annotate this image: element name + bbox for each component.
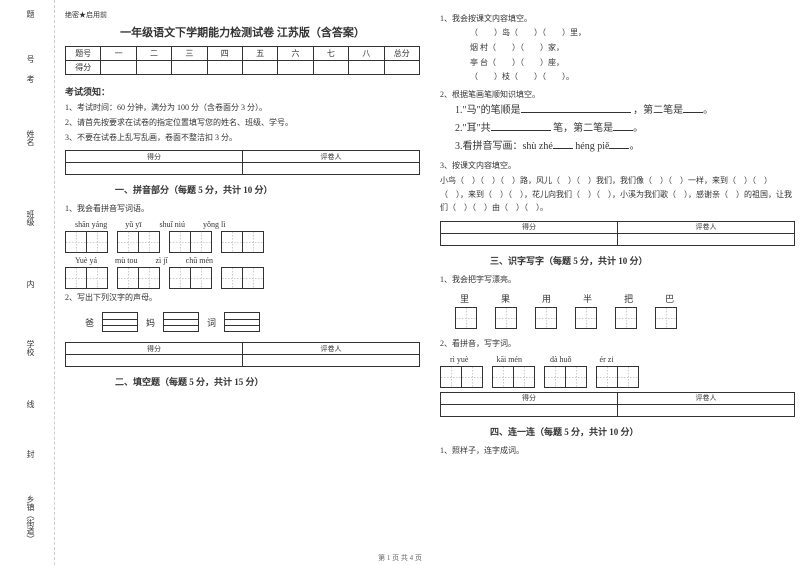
page-content: 绝密★启用前 一年级语文下学期能力检测试卷 江苏版（含答案） 题号 一 二 三 … bbox=[65, 10, 795, 550]
shengmu-row: 爸 妈 词 bbox=[85, 312, 420, 332]
fill-line: 亭 台（ ）（ ）座， bbox=[470, 57, 795, 70]
mini-score-table: 得分评卷人 bbox=[65, 150, 420, 175]
fill-line: （ ）枝（ ）（ ）。 bbox=[470, 71, 795, 84]
char-header-row: 里 果 用 半 把 巴 bbox=[460, 292, 795, 305]
bind-label: 学校 bbox=[25, 340, 36, 356]
bind-label: 线 bbox=[25, 400, 36, 408]
score-header: 六 bbox=[278, 47, 313, 61]
bind-label: 封 bbox=[25, 450, 36, 458]
mini-score-table: 得分评卷人 bbox=[440, 392, 795, 417]
section-1-title: 一、拼音部分（每题 5 分，共计 10 分） bbox=[115, 183, 420, 196]
tian-grid-row bbox=[440, 366, 795, 388]
question: 2、看拼音，写字词。 bbox=[440, 338, 795, 349]
score-header: 五 bbox=[242, 47, 277, 61]
fill-line: 烟 村（ ）（ ）家， bbox=[470, 42, 795, 55]
question: 2、根据笔画笔顺知识填空。 bbox=[440, 89, 795, 100]
seal-text: 绝密★启用前 bbox=[65, 10, 420, 20]
section-3-title: 三、识字写字（每题 5 分，共计 10 分） bbox=[490, 254, 795, 267]
question: 3、按课文内容填空。 bbox=[440, 160, 795, 171]
score-header: 八 bbox=[349, 47, 384, 61]
line-box[interactable] bbox=[163, 312, 199, 332]
bind-label: 内 bbox=[25, 280, 36, 288]
bind-label: 班级 bbox=[25, 210, 36, 226]
pinyin-row: Yuè yá mù tou zì jǐ chū mén bbox=[75, 256, 420, 265]
score-header: 题号 bbox=[66, 47, 101, 61]
score-header: 四 bbox=[207, 47, 242, 61]
score-table: 题号 一 二 三 四 五 六 七 八 总分 得分 bbox=[65, 46, 420, 75]
bind-label: 号 bbox=[25, 55, 36, 63]
instruction: 1、考试时间：60 分钟，满分为 100 分（含卷面分 3 分）。 bbox=[65, 102, 420, 115]
stroke-q: 3.看拼音写画：shù zhé héng piě。 bbox=[455, 139, 795, 155]
exam-notice-heading: 考试须知： bbox=[65, 85, 420, 98]
fill-line: （ ）岛（ ）（ ）里， bbox=[470, 27, 795, 40]
tian-grid-row bbox=[65, 231, 420, 253]
question: 1、照样子，连字成词。 bbox=[440, 445, 795, 456]
score-header: 七 bbox=[313, 47, 348, 61]
section-2-title: 二、填空题（每题 5 分，共计 15 分） bbox=[115, 375, 420, 388]
score-header: 二 bbox=[136, 47, 171, 61]
page-footer: 第 1 页 共 4 页 bbox=[0, 553, 800, 563]
mini-score-table: 得分评卷人 bbox=[65, 342, 420, 367]
pinyin-row: rì yuè kāi mén dà huǒ ér zi bbox=[450, 355, 795, 364]
binding-margin: 题 号 考 姓名 班级 内 学校 线 封 乡镇（街道） bbox=[0, 0, 55, 565]
instruction: 2、请首先按要求在试卷的指定位置填写您的姓名、班级、学号。 bbox=[65, 117, 420, 130]
mini-score-table: 得分评卷人 bbox=[440, 221, 795, 246]
right-column: 1、我会按课文内容填空。 （ ）岛（ ）（ ）里， 烟 村（ ）（ ）家， 亭 … bbox=[440, 10, 795, 550]
score-header: 三 bbox=[172, 47, 207, 61]
score-header: 一 bbox=[101, 47, 136, 61]
stroke-q: 2."耳"共 笔，第二笔是。 bbox=[455, 121, 795, 137]
paragraph-fill: 小鸟（ ）（ ）（ ）路，风儿（ ）（ ）我们，我们像（ ）（ ）一样，来到（ … bbox=[440, 174, 795, 215]
section-4-title: 四、连一连（每题 5 分，共计 10 分） bbox=[490, 425, 795, 438]
bind-label: 乡镇（街道） bbox=[25, 495, 36, 543]
pinyin-row: shān yáng yǔ yī shuǐ niú yǒng lì bbox=[75, 220, 420, 229]
stroke-q: 1."马"的笔顺是 ，第二笔是。 bbox=[455, 103, 795, 119]
question: 1、我会看拼音写词语。 bbox=[65, 203, 420, 214]
bind-label: 考 bbox=[25, 75, 36, 83]
question: 1、我会按课文内容填空。 bbox=[440, 13, 795, 24]
score-header: 总分 bbox=[384, 47, 419, 61]
line-box[interactable] bbox=[102, 312, 138, 332]
bind-label: 姓名 bbox=[25, 130, 36, 146]
bind-label: 题 bbox=[25, 10, 36, 18]
line-box[interactable] bbox=[224, 312, 260, 332]
tian-row bbox=[455, 307, 795, 329]
tian-grid-row bbox=[65, 267, 420, 289]
instruction: 3、不要在试卷上乱写乱画，卷面不整洁扣 3 分。 bbox=[65, 132, 420, 145]
question: 2、写出下列汉字的声母。 bbox=[65, 292, 420, 303]
question: 1、我会把字写漂亮。 bbox=[440, 274, 795, 285]
score-row-label: 得分 bbox=[66, 61, 101, 75]
left-column: 绝密★启用前 一年级语文下学期能力检测试卷 江苏版（含答案） 题号 一 二 三 … bbox=[65, 10, 420, 550]
exam-title: 一年级语文下学期能力检测试卷 江苏版（含答案） bbox=[65, 24, 420, 40]
